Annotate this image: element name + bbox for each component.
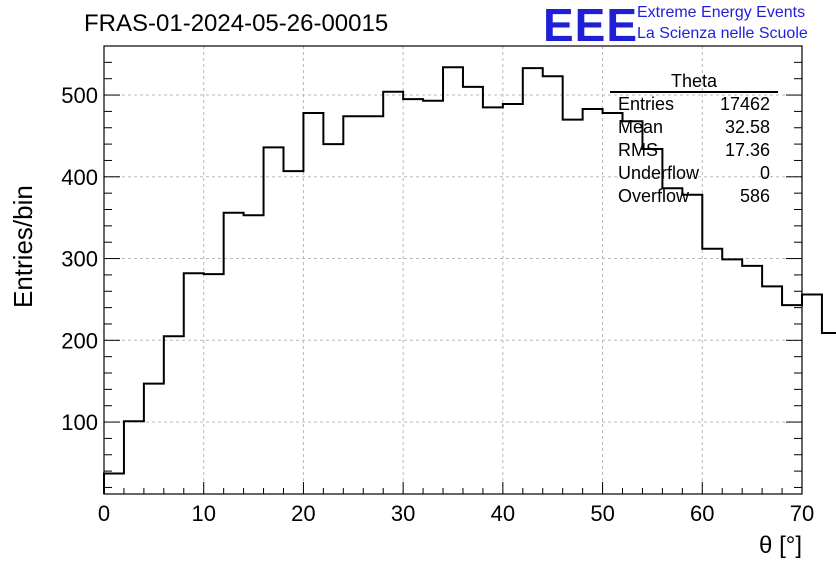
- histogram-bin: [682, 195, 702, 494]
- y-tick-label: 300: [61, 247, 98, 272]
- histogram-bin: [323, 144, 343, 494]
- histogram-bin: [283, 171, 303, 494]
- logo-line-1: Extreme Energy Events: [637, 4, 806, 21]
- histogram-bin: [822, 333, 836, 494]
- stats-row-entries: Entries 17462: [610, 93, 778, 116]
- histogram-bin: [702, 249, 722, 494]
- stats-row-rms: RMS 17.36: [610, 139, 778, 162]
- stats-title: Theta: [610, 72, 778, 93]
- histogram-bin: [184, 273, 204, 494]
- stats-value: 32.58: [724, 117, 770, 137]
- histogram-bin: [563, 120, 583, 494]
- histogram-bin: [383, 92, 403, 494]
- run-title: FRAS-01-2024-05-26-00015: [84, 10, 389, 37]
- histogram-bin: [303, 113, 323, 494]
- plot-frame: [103, 45, 803, 495]
- stats-value: 586: [739, 186, 770, 206]
- stats-label: Entries: [618, 94, 675, 114]
- stats-box: Theta Entries 17462 Mean 32.58 RMS 17.36…: [610, 72, 778, 208]
- stats-label: Underflow: [618, 163, 700, 183]
- stats-label: Mean: [618, 117, 664, 137]
- histogram-bin: [503, 104, 523, 494]
- stats-row-overflow: Overflow 586: [610, 185, 778, 208]
- histogram-bin: [463, 87, 483, 494]
- histogram-bin: [124, 421, 144, 494]
- stats-label: RMS: [618, 140, 658, 160]
- histogram-bin: [742, 266, 762, 494]
- stats-value: 0: [759, 163, 770, 183]
- histogram-bin: [543, 76, 563, 494]
- histogram-bin: [224, 213, 244, 494]
- histogram-bin: [264, 147, 284, 494]
- x-tick-label: 60: [690, 501, 714, 526]
- y-tick-label: 100: [61, 410, 98, 435]
- histogram-bin: [423, 101, 443, 494]
- histogram-bin: [363, 116, 383, 494]
- stats-value: 17.36: [724, 140, 770, 160]
- logo-mark: EEE: [543, 0, 639, 51]
- stats-row-underflow: Underflow 0: [610, 162, 778, 185]
- histogram-line: [103, 66, 836, 494]
- y-tick-label: 500: [61, 83, 98, 108]
- histogram-bin: [443, 67, 463, 494]
- histogram-bin: [483, 107, 503, 494]
- histogram-bin: [802, 295, 822, 494]
- x-tick-label: 70: [790, 501, 814, 526]
- x-tick-label: 0: [98, 501, 110, 526]
- histogram-bin: [164, 336, 184, 494]
- x-tick-label: 20: [291, 501, 315, 526]
- histogram-bin: [583, 109, 603, 494]
- histogram-bin: [104, 474, 124, 494]
- histogram-bin: [523, 68, 543, 494]
- y-tick-label: 200: [61, 328, 98, 353]
- histogram-bin: [244, 215, 264, 494]
- histogram-bin: [144, 384, 164, 494]
- y-axis-label: Entries/bin: [8, 185, 38, 308]
- x-tick-label: 50: [590, 501, 614, 526]
- x-tick-label: 10: [191, 501, 215, 526]
- histogram-bin: [343, 116, 363, 494]
- stats-value: 17462: [719, 94, 770, 114]
- histogram-bin: [722, 259, 742, 494]
- histogram-bin: [762, 286, 782, 494]
- histogram-bin: [204, 274, 224, 494]
- stats-row-mean: Mean 32.58: [610, 116, 778, 139]
- histogram-bin: [403, 99, 423, 494]
- x-tick-label: 40: [491, 501, 515, 526]
- stats-label: Overflow: [618, 186, 690, 206]
- y-tick-label: 400: [61, 165, 98, 190]
- histogram-bin: [782, 305, 802, 494]
- x-tick-label: 30: [391, 501, 415, 526]
- histogram-bin: [662, 188, 682, 494]
- logo-line-2: La Scienza nelle Scuole: [637, 25, 808, 42]
- x-axis-label: θ [°]: [759, 532, 802, 559]
